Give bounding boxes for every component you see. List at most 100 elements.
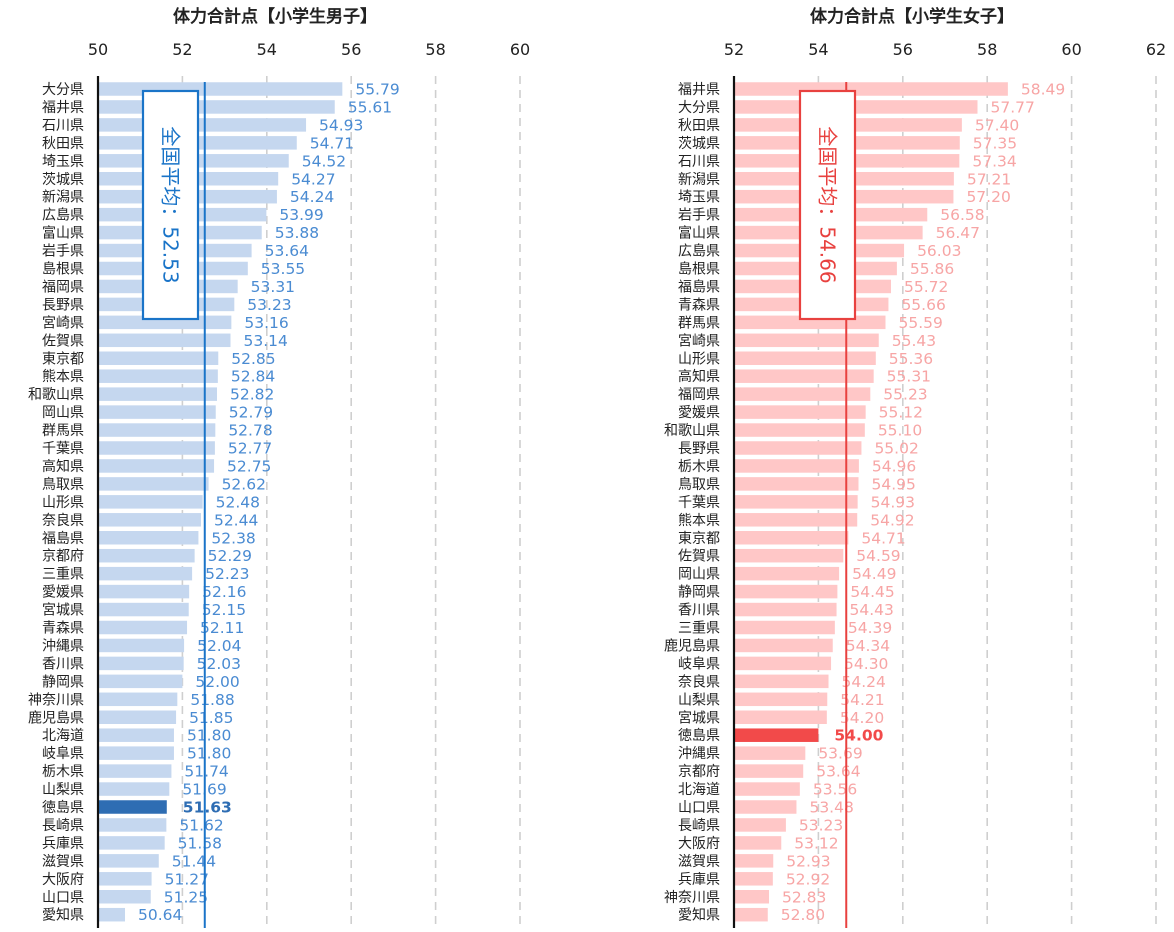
bar [98, 441, 215, 455]
value-label: 53.69 [818, 745, 862, 763]
value-label: 51.27 [165, 870, 209, 888]
value-label: 55.61 [348, 98, 392, 116]
x-tick-label: 60 [1061, 40, 1081, 59]
value-label: 53.31 [251, 278, 295, 296]
bar [734, 656, 832, 671]
bar [98, 764, 172, 778]
value-label: 50.64 [138, 906, 182, 924]
bar [98, 818, 167, 832]
value-label: 52.00 [195, 673, 239, 691]
category-label: 愛知県 [678, 907, 720, 924]
category-label: 秋田県 [678, 118, 720, 134]
x-tick-label: 54 [257, 40, 277, 59]
value-label: 52.85 [231, 350, 275, 368]
bar [98, 782, 170, 796]
category-label: 熊本県 [42, 369, 84, 385]
category-label: 千葉県 [678, 495, 720, 511]
value-label: 53.99 [279, 206, 323, 224]
category-label: 群馬県 [678, 315, 720, 331]
value-label: 51.62 [179, 816, 223, 834]
category-label: 京都府 [678, 764, 720, 780]
value-label: 51.74 [184, 763, 228, 781]
value-label: 55.12 [879, 404, 923, 422]
value-label: 55.72 [904, 278, 948, 296]
bar [98, 800, 167, 814]
value-label: 57.34 [972, 152, 1016, 170]
x-tick-label: 62 [1146, 40, 1166, 59]
category-label: 栃木県 [678, 459, 720, 475]
value-label: 54.39 [848, 619, 892, 637]
bar [734, 764, 804, 778]
category-label: 福岡県 [678, 387, 720, 403]
category-label: 北海道 [678, 782, 720, 798]
value-label: 53.55 [261, 260, 305, 278]
x-tick-label: 52 [172, 40, 192, 59]
value-label: 55.59 [898, 314, 942, 332]
category-label: 奈良県 [42, 513, 84, 529]
value-label: 55.86 [910, 260, 954, 278]
value-label: 53.48 [809, 799, 853, 817]
value-label: 52.38 [211, 529, 255, 547]
category-label: 岡山県 [678, 567, 720, 583]
category-label: 福岡県 [42, 279, 84, 295]
category-label: 鹿児島県 [664, 637, 720, 654]
category-label: 富山県 [42, 225, 84, 242]
category-label: 岡山県 [42, 405, 84, 421]
bar [98, 692, 178, 707]
category-label: 鳥取県 [42, 477, 84, 493]
bar [98, 872, 152, 886]
value-label: 53.23 [247, 296, 291, 314]
category-label: 埼玉県 [42, 154, 84, 170]
category-label: 愛知県 [42, 907, 84, 924]
x-tick-label: 54 [808, 40, 828, 59]
category-label: 富山県 [678, 225, 720, 242]
bar [98, 728, 174, 742]
category-label: 長崎県 [42, 818, 84, 834]
value-label: 52.23 [205, 565, 249, 583]
category-label: 鹿児島県 [28, 709, 84, 726]
bar [98, 513, 201, 527]
bar [98, 405, 216, 419]
category-label: 山形県 [678, 351, 720, 367]
value-label: 55.43 [892, 332, 936, 350]
value-label: 51.25 [164, 888, 208, 906]
average-box [141, 89, 200, 321]
bar [734, 710, 827, 724]
value-label: 56.58 [940, 206, 984, 224]
value-label: 57.40 [975, 116, 1019, 134]
category-label: 岐阜県 [678, 655, 720, 672]
value-label: 52.44 [214, 511, 258, 529]
category-label: 愛媛県 [42, 585, 84, 601]
value-label: 52.84 [231, 368, 275, 386]
average-box [798, 89, 857, 321]
category-label: 島根県 [42, 262, 84, 278]
category-label: 福井県 [678, 82, 720, 98]
category-label: 広島県 [678, 244, 720, 260]
category-label: 東京都 [42, 351, 84, 367]
bar [98, 333, 231, 348]
x-tick-label: 60 [510, 40, 530, 59]
value-label: 53.88 [275, 224, 319, 242]
category-label: 滋賀県 [678, 854, 720, 870]
bar [98, 548, 195, 563]
bar [734, 800, 797, 814]
value-label: 55.31 [887, 368, 931, 386]
value-label: 56.47 [936, 224, 980, 242]
bar [98, 82, 343, 96]
category-label: 長野県 [678, 441, 720, 457]
bar [98, 890, 151, 904]
chart-panel-1: 体力合計点【小学生男子】 50 52 54 56 58 60 大分県 55.79 福井県 55.61… [28, 6, 530, 928]
bar [734, 351, 876, 365]
bar [734, 369, 874, 383]
category-label: 神奈川県 [664, 890, 720, 906]
x-tick-label: 56 [341, 40, 361, 59]
bar [734, 513, 858, 527]
bar [734, 836, 782, 850]
category-label: 福井県 [42, 100, 84, 116]
value-label: 52.11 [200, 619, 244, 637]
value-label: 52.92 [786, 870, 830, 888]
category-label: 大阪府 [42, 872, 84, 888]
value-label: 53.56 [813, 781, 857, 799]
bar [734, 477, 859, 491]
